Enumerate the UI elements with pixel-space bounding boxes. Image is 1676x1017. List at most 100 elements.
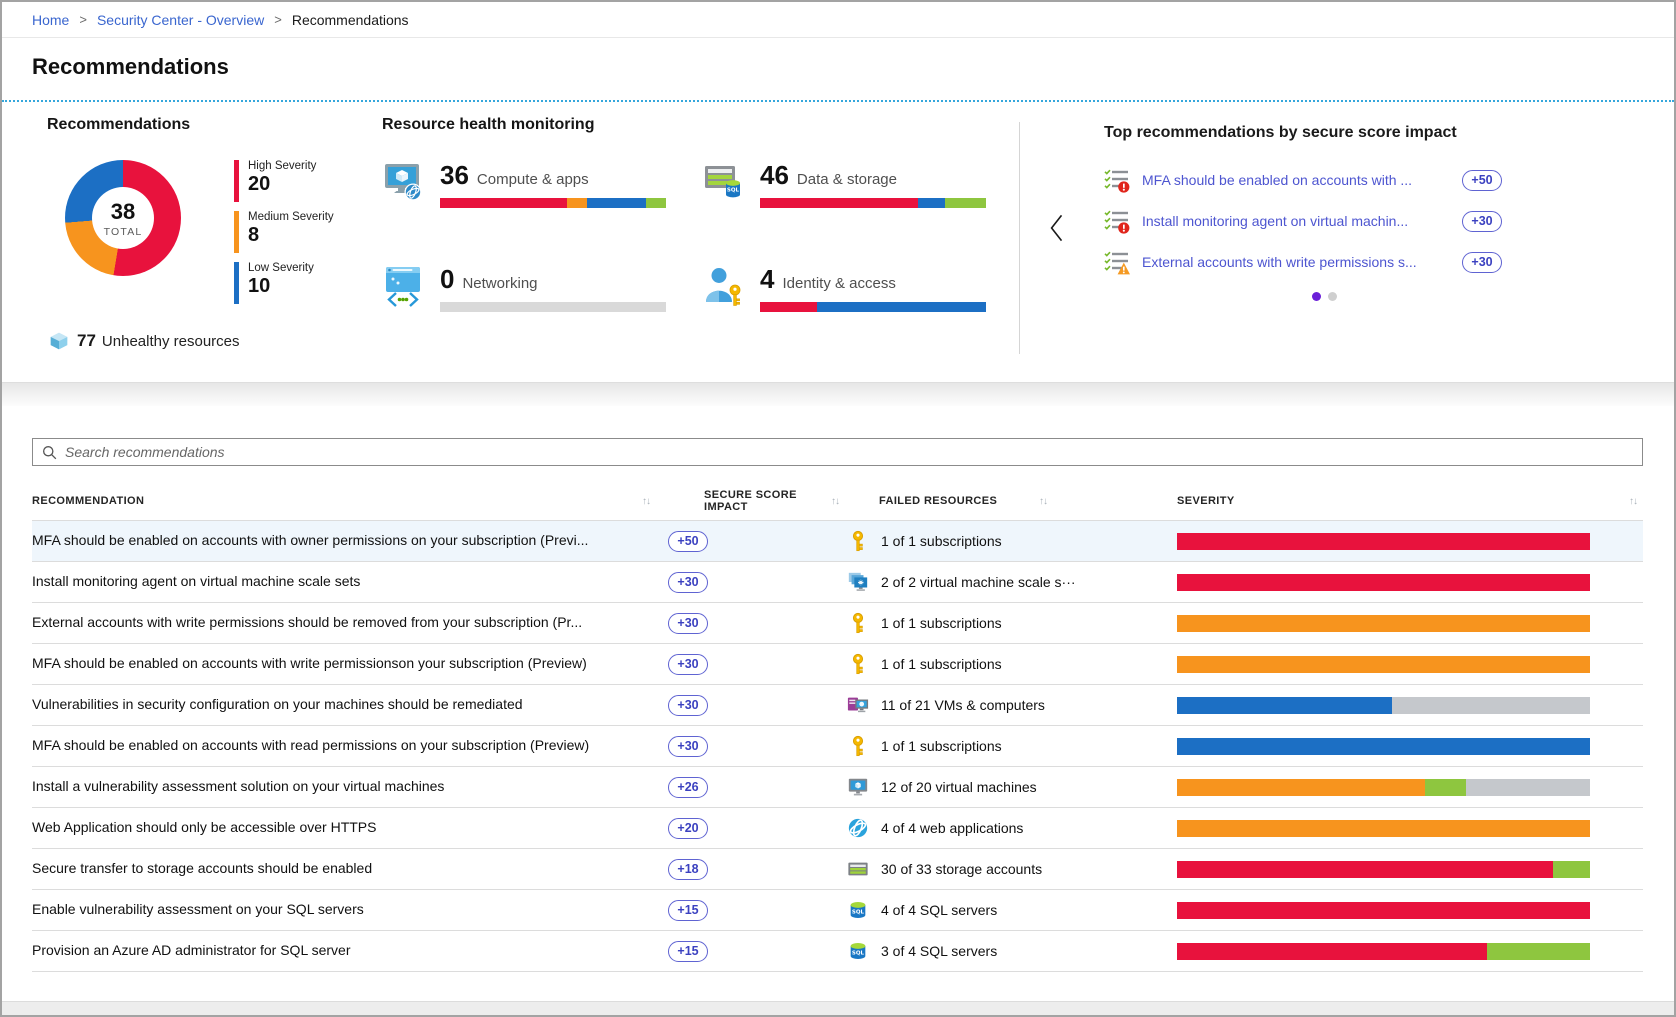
recommendation-text: MFA should be enabled on accounts with o… [32,532,588,548]
checklist-alert-icon [1104,208,1130,234]
score-badge: +50 [668,531,708,552]
tile-compute-apps[interactable]: 36 Compute & apps [382,160,702,264]
legend-item-medium[interactable]: Medium Severity 8 [234,211,334,253]
vm-scale-set-icon [847,571,869,593]
table-row[interactable]: MFA should be enabled on accounts with w… [32,644,1643,685]
top-recommendation-item[interactable]: Install monitoring agent on virtual mach… [1104,207,1502,235]
carousel-dot[interactable] [1312,292,1321,301]
recommendations-donut[interactable]: 38 TOTAL [65,160,181,276]
donut-total-label: TOTAL [104,226,143,238]
sort-icon[interactable]: ↑↓ [1629,496,1637,507]
cube-icon [49,331,69,351]
breadcrumb-item[interactable]: Security Center - Overview [97,12,264,28]
score-badge: +30 [668,572,708,593]
legend-value: 20 [248,173,316,196]
sort-icon[interactable]: ↑↓ [642,496,650,507]
recommendation-text: Web Application should only be accessibl… [32,819,376,835]
failed-resources-text: 30 of 33 storage accounts [881,861,1042,877]
bar-segment-empty [1466,779,1590,796]
column-header-failed-resources[interactable]: FAILED RESOURCES ↑↓ [847,495,1177,507]
low-severity-swatch [234,262,239,304]
score-badge: +26 [668,777,708,798]
data-storage-label: Data & storage [797,171,897,188]
sort-icon[interactable]: ↑↓ [1039,496,1047,507]
score-badge: +30 [668,613,708,634]
top-recommendation-item[interactable]: External accounts with write permissions… [1104,248,1502,276]
bar-segment-low [817,302,987,312]
failed-resources-text: 12 of 20 virtual machines [881,779,1037,795]
failed-resources-text: 11 of 21 VMs & computers [881,697,1045,713]
column-header-secure-score-impact[interactable]: SECURE SCORE IMPACT ↑↓ [664,489,847,513]
score-badge: +15 [668,900,708,921]
breadcrumb-separator: > [274,12,282,27]
top-recommendation-item[interactable]: MFA should be enabled on accounts with .… [1104,166,1502,194]
bar-segment-healthy [1553,861,1590,878]
failed-resources-text: 4 of 4 SQL servers [881,902,997,918]
breadcrumb-item[interactable]: Home [32,12,69,28]
tile-networking[interactable]: 0 Networking [382,264,702,368]
severity-bar [1177,902,1590,919]
top-recommendation-link[interactable]: External accounts with write permissions… [1142,254,1417,270]
compute-apps-count: 36 [440,160,469,191]
table-row[interactable]: Secure transfer to storage accounts shou… [32,849,1643,890]
recommendation-text: Secure transfer to storage accounts shou… [32,860,372,876]
column-header-severity[interactable]: SEVERITY ↑↓ [1177,495,1643,507]
bar-segment-medium [1177,615,1590,632]
compute-apps-label: Compute & apps [477,171,589,188]
score-badge: +20 [668,818,708,839]
bar-segment-low [1177,697,1392,714]
carousel-prev-button[interactable] [1046,212,1068,246]
data-storage-count: 46 [760,160,789,191]
search-input[interactable] [65,444,1633,460]
vms-computers-icon [847,694,869,716]
table-row[interactable]: MFA should be enabled on accounts with o… [32,521,1643,562]
table-row[interactable]: Web Application should only be accessibl… [32,808,1643,849]
breadcrumb-separator: > [79,12,87,27]
recommendation-text: Install a vulnerability assessment solut… [32,778,444,794]
tile-data-storage[interactable]: SQL 46 Data & storage [702,160,1019,264]
table-row[interactable]: Install monitoring agent on virtual mach… [32,562,1643,603]
medium-severity-swatch [234,211,239,253]
tile-identity-access[interactable]: 4 Identity & access [702,264,1019,368]
table-row[interactable]: Provision an Azure AD administrator for … [32,931,1643,972]
table-row[interactable]: Vulnerabilities in security configuratio… [32,685,1643,726]
unhealthy-count: 77 [77,331,96,351]
web-application-icon [847,817,869,839]
column-header-recommendation[interactable]: RECOMMENDATION ↑↓ [32,495,664,507]
resource-health-monitoring: Resource health monitoring [382,116,1019,382]
severity-bar [1177,943,1590,960]
severity-bar [1177,615,1590,632]
recommendation-text: Enable vulnerability assessment on your … [32,901,364,917]
table-row[interactable]: Enable vulnerability assessment on your … [32,890,1643,931]
identity-access-health-bar [760,302,986,312]
table-row[interactable]: External accounts with write permissions… [32,603,1643,644]
severity-bar [1177,533,1590,550]
score-badge: +30 [668,736,708,757]
top-recommendation-link[interactable]: MFA should be enabled on accounts with .… [1142,172,1412,188]
key-icon [847,735,869,757]
score-badge: +30 [668,695,708,716]
svg-text:SQL: SQL [727,188,740,194]
donut-total: 38 [111,199,135,225]
table-row[interactable]: Install a vulnerability assessment solut… [32,767,1643,808]
legend-item-high[interactable]: High Severity 20 [234,160,334,202]
checklist-alert-icon [1104,167,1130,193]
table-body: MFA should be enabled on accounts with o… [32,520,1643,972]
resource-health-heading: Resource health monitoring [382,116,1019,134]
legend-value: 10 [248,275,314,298]
bar-segment-low [587,198,646,208]
bar-segment-healthy [646,198,666,208]
severity-bar [1177,820,1590,837]
sort-icon[interactable]: ↑↓ [831,496,839,507]
identity-access-label: Identity & access [782,275,895,292]
bar-segment-high [760,198,918,208]
carousel-dot[interactable] [1328,292,1337,301]
table-row[interactable]: MFA should be enabled on accounts with r… [32,726,1643,767]
failed-resources-text: 1 of 1 subscriptions [881,656,1002,672]
legend-item-low[interactable]: Low Severity 10 [234,262,334,304]
top-recommendation-link[interactable]: Install monitoring agent on virtual mach… [1142,213,1408,229]
bar-segment-medium [1177,656,1590,673]
bar-segment-healthy [945,198,986,208]
section-divider-band [2,382,1674,406]
recommendation-text: External accounts with write permissions… [32,614,582,630]
